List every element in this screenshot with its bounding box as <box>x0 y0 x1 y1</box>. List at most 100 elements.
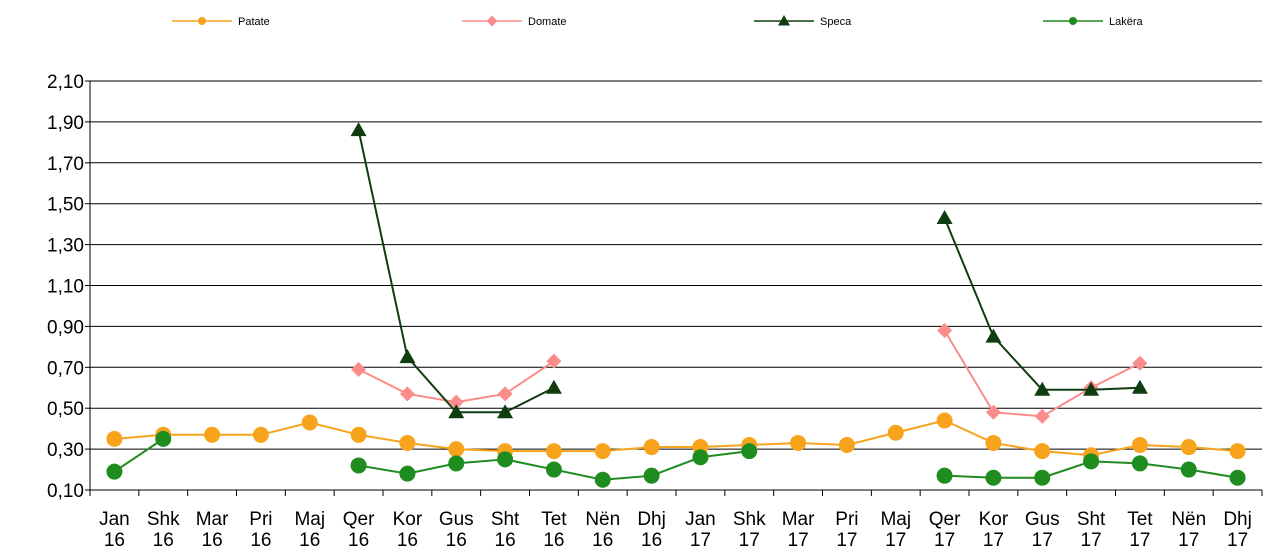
x-tick-label-year: 16 <box>495 530 516 548</box>
y-tick-label: 0,70 <box>47 358 84 379</box>
x-tick-label-year: 17 <box>934 530 955 548</box>
x-tick-label-month: Gus <box>1025 509 1060 530</box>
data-point <box>106 430 123 447</box>
data-point <box>985 404 1001 420</box>
x-tick-label-month: Shk <box>733 509 766 530</box>
data-point <box>497 451 514 468</box>
x-tick-label-month: Qer <box>929 509 961 530</box>
x-tick-label-month: Maj <box>880 509 911 530</box>
y-tick-label: 1,90 <box>47 113 84 134</box>
x-tick-label-year: 17 <box>690 530 711 548</box>
x-tick-label-month: Jan <box>685 509 716 530</box>
data-point <box>936 210 953 225</box>
x-tick-label-month: Jan <box>99 509 130 530</box>
x-tick-label-year: 16 <box>592 530 613 548</box>
x-tick-label-year: 16 <box>250 530 271 548</box>
series-line <box>943 217 1140 391</box>
legend-item-domate: Domate <box>462 15 567 28</box>
data-point <box>448 441 465 458</box>
data-point <box>155 430 172 447</box>
x-tick-label-year: 16 <box>202 530 223 548</box>
data-point <box>399 349 416 364</box>
data-point <box>546 353 562 369</box>
legend-item-speca: Speca <box>754 15 852 28</box>
series-line <box>113 438 164 473</box>
data-point <box>985 469 1002 486</box>
data-point <box>838 437 855 454</box>
series-layer <box>106 122 1246 488</box>
data-point <box>643 467 660 484</box>
x-tick-label-month: Kor <box>393 509 423 530</box>
x-tick-label-year: 17 <box>1032 530 1053 548</box>
data-point <box>1229 469 1246 486</box>
x-tick-label-month: Shk <box>147 509 180 530</box>
x-tick-label-month: Maj <box>294 509 325 530</box>
data-point <box>1132 355 1148 371</box>
data-point <box>1180 439 1197 456</box>
data-point <box>1034 408 1050 424</box>
data-point <box>497 404 514 419</box>
x-tick-label-year: 17 <box>788 530 809 548</box>
legend-label: Patate <box>238 16 270 28</box>
data-point <box>1034 443 1051 460</box>
data-point <box>545 379 562 394</box>
series-lakëra <box>106 430 1246 488</box>
data-point <box>643 439 660 456</box>
x-tick-label-month: Sht <box>1077 509 1106 530</box>
data-point <box>937 322 953 338</box>
data-point <box>545 461 562 478</box>
data-point <box>741 443 758 460</box>
data-point <box>1131 455 1148 472</box>
x-tick-label-month: Mar <box>782 509 815 530</box>
data-point <box>106 463 123 480</box>
x-tick-label-year: 17 <box>1178 530 1199 548</box>
series-patate <box>106 412 1246 464</box>
x-tick-label-year: 16 <box>104 530 125 548</box>
gridlines <box>90 80 1262 450</box>
legend-marker <box>486 15 498 27</box>
legend-label: Speca <box>820 16 852 28</box>
x-tick-label-month: Mar <box>196 509 229 530</box>
data-point <box>399 465 416 482</box>
x-tick-label-year: 16 <box>153 530 174 548</box>
legend-item-patate: Patate <box>172 16 270 28</box>
x-tick-label-month: Pri <box>249 509 272 530</box>
data-point <box>985 434 1002 451</box>
data-point <box>692 449 709 466</box>
series-line <box>357 129 555 414</box>
data-point <box>936 412 953 429</box>
x-tick-label-year: 16 <box>299 530 320 548</box>
x-tick-label-year: 16 <box>397 530 418 548</box>
y-tick-label: 0,50 <box>47 399 84 420</box>
x-tick-label-year: 17 <box>836 530 857 548</box>
y-tick-label: 0,30 <box>47 440 84 461</box>
series-line <box>114 419 1238 457</box>
x-tick-label-month: Kor <box>979 509 1009 530</box>
data-point <box>1034 469 1051 486</box>
data-point <box>1131 379 1148 394</box>
x-tick-label-year: 17 <box>1227 530 1248 548</box>
data-point <box>350 122 367 137</box>
data-point <box>936 467 953 484</box>
x-tick-label-year: 17 <box>885 530 906 548</box>
data-point <box>448 455 465 472</box>
y-tick-label: 0,10 <box>47 481 84 502</box>
x-tick-label-month: Tet <box>1127 509 1153 530</box>
data-point <box>1131 437 1148 454</box>
data-point <box>497 386 513 402</box>
data-point <box>252 426 269 443</box>
data-point <box>1229 443 1246 460</box>
data-point <box>350 426 367 443</box>
data-point <box>399 434 416 451</box>
x-tick-label-month: Dhj <box>1223 509 1252 530</box>
y-tick-label: 1,50 <box>47 195 84 216</box>
x-tick-label-month: Dhj <box>637 509 666 530</box>
x-tick-label-month: Pri <box>835 509 858 530</box>
legend-marker <box>1069 17 1077 25</box>
data-point <box>1180 461 1197 478</box>
legend-label: Domate <box>528 16 567 28</box>
data-point <box>1083 453 1100 470</box>
legend-label: Lakëra <box>1109 16 1144 28</box>
x-tick-label-month: Tet <box>541 509 567 530</box>
